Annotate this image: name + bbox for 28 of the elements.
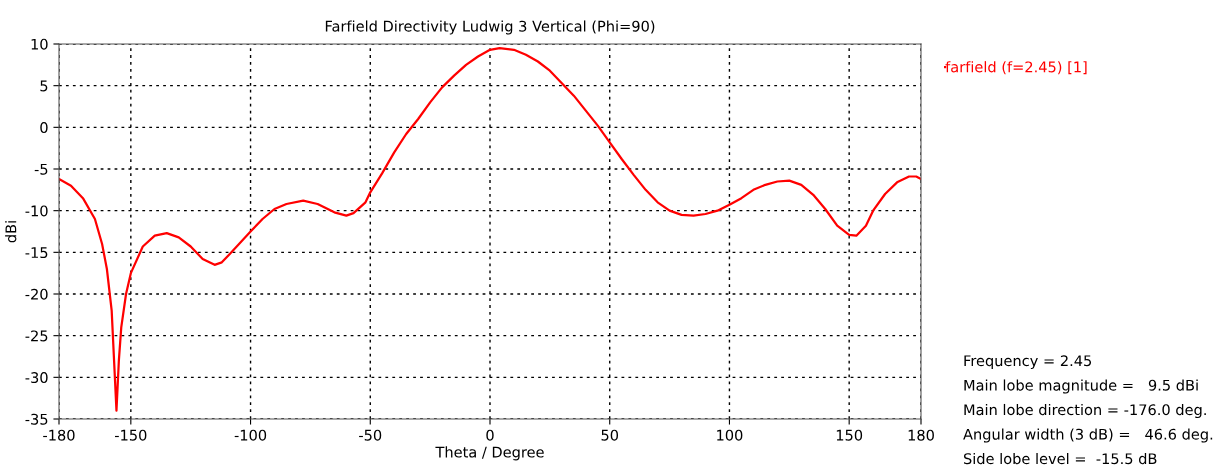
- x-axis-title: Theta / Degree: [435, 446, 544, 461]
- text: Main lobe magnitude = 9.5 dBi: [964, 379, 1198, 394]
- chart-title: Farfield Directivity Ludwig 3 Vertical (Phi=90): [325, 20, 655, 35]
- text: Angular width (3 dB) = 46.6 deg.: [963, 428, 1213, 443]
- x-tick-label: 180: [908, 429, 934, 441]
- x-tick-label: 0: [486, 429, 494, 441]
- y-tick-label: -25: [25, 330, 48, 342]
- legend-label: farfield (f=2.45) [1]: [945, 61, 1087, 75]
- x-tick-label: 100: [717, 429, 743, 441]
- x-tick-label: -150: [115, 429, 147, 441]
- y-tick-label: -30: [25, 372, 48, 384]
- x-tick-label: 150: [836, 429, 863, 441]
- y-tick-label: -10: [25, 205, 48, 217]
- y-tick-label: -15: [25, 247, 48, 259]
- y-tick-label: -5: [34, 163, 48, 175]
- x-tick-label: -100: [234, 429, 267, 441]
- y-tick-label: -35: [25, 413, 48, 425]
- text: Frequency = 2.45: [964, 355, 1092, 370]
- x-tick-label: 50: [601, 429, 619, 441]
- text: Side lobe level = -15.5 dB: [963, 452, 1157, 465]
- y-tick-label: 5: [40, 80, 48, 92]
- x-tick-label: -180: [43, 429, 75, 441]
- y-tick-label: -20: [25, 288, 48, 300]
- y-axis-title: dBi: [5, 221, 17, 243]
- x-tick-label: -50: [359, 429, 382, 441]
- y-tick-label: 0: [40, 122, 48, 134]
- text: Main lobe direction = -176.0 deg.: [964, 403, 1206, 419]
- y-tick-label: 10: [31, 38, 48, 50]
